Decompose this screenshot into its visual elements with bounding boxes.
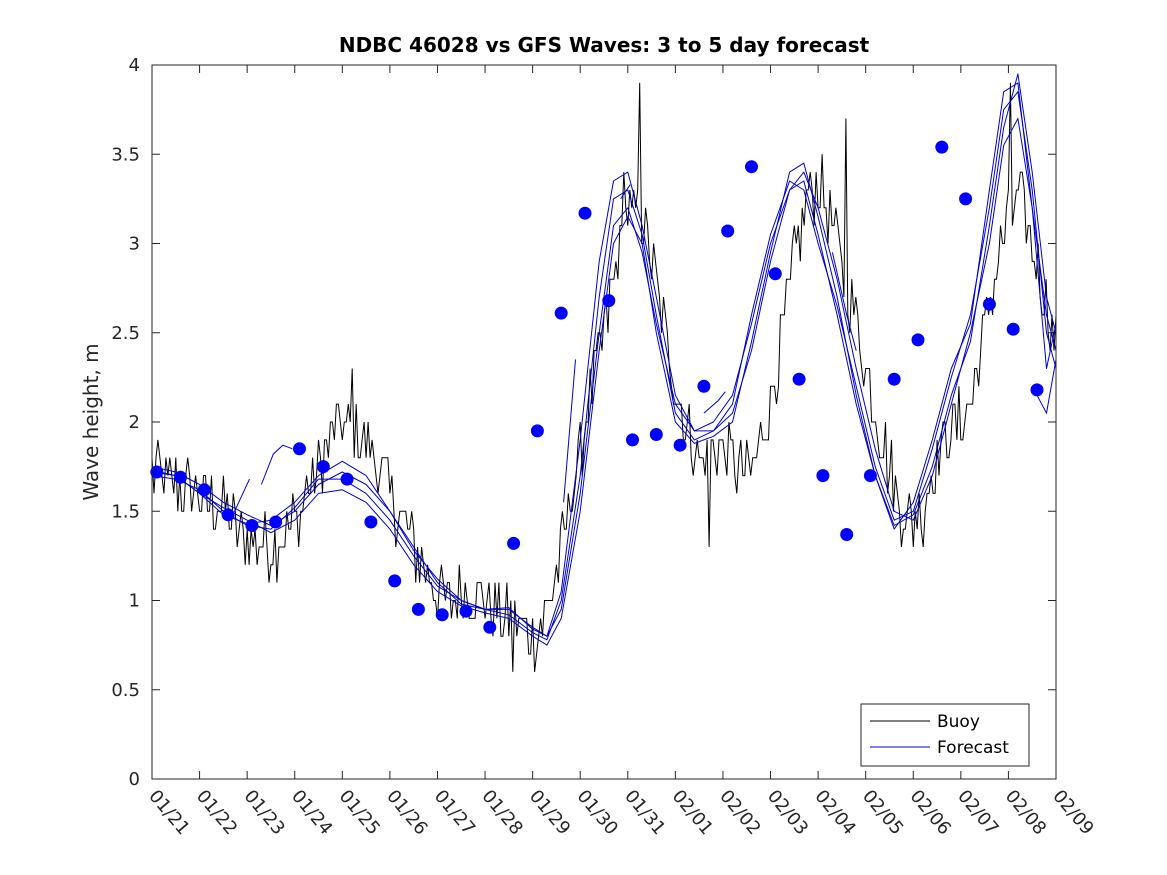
forecast-point (316, 460, 330, 474)
x-tick-label: 02/06 (906, 786, 955, 839)
x-tick-label: 02/05 (858, 786, 907, 839)
forecast-point (269, 515, 283, 529)
x-tick-label: 02/07 (953, 786, 1002, 839)
forecast-point (483, 620, 497, 634)
forecast-point (982, 297, 996, 311)
forecast-fragment (620, 184, 631, 200)
legend-buoy-label: Buoy (937, 712, 980, 732)
forecast-point (197, 483, 211, 497)
forecast-point (435, 608, 449, 622)
x-tick-labels: 01/2101/2201/2301/2401/2501/2601/2701/28… (144, 786, 1097, 839)
forecast-point (816, 469, 830, 483)
x-tick-label: 01/25 (335, 786, 384, 839)
forecast-point (530, 424, 544, 438)
forecast-point (388, 574, 402, 588)
forecast-point (174, 470, 187, 484)
forecast-point (840, 528, 854, 541)
x-tick-label: 01/24 (287, 786, 336, 839)
forecast-point (935, 140, 949, 154)
forecast-series (151, 73, 1057, 646)
x-tick-label: 01/27 (430, 786, 479, 839)
x-tick-label: 01/30 (573, 786, 622, 839)
forecast-line (151, 82, 1057, 637)
forecast-point (863, 469, 877, 483)
forecast-point (340, 472, 354, 486)
forecast-point (721, 224, 735, 238)
forecast-point (1006, 322, 1020, 336)
chart-title: NDBC 46028 vs GFS Waves: 3 to 5 day fore… (339, 33, 870, 57)
y-tick-label: 2.5 (111, 323, 140, 344)
y-tick-label: 2 (129, 412, 140, 433)
y-tick-label: 1.5 (111, 501, 140, 522)
x-tick-label: 02/03 (763, 786, 812, 839)
forecast-fragment (831, 252, 857, 351)
forecast-point (554, 306, 568, 320)
legend: Buoy Forecast (860, 703, 1030, 767)
x-tick-label: 02/01 (668, 786, 717, 839)
x-tick-label: 02/08 (1001, 786, 1050, 839)
forecast-point (792, 372, 806, 386)
y-tick-label: 3 (129, 234, 140, 255)
x-tick-label: 01/23 (239, 786, 288, 839)
forecast-fragment (563, 359, 576, 503)
x-tick-label: 01/26 (382, 786, 431, 839)
forecast-point (1030, 383, 1044, 397)
forecast-point (911, 333, 925, 347)
forecast-line (151, 91, 1057, 641)
x-tick-label: 02/04 (810, 786, 859, 839)
x-tick-label: 01/21 (144, 786, 193, 839)
forecast-point (959, 192, 973, 206)
y-tick-labels: 0 0.5 1 1.5 2 2.5 3 3.5 4 (111, 55, 140, 790)
forecast-point (245, 519, 259, 532)
forecast-point (887, 372, 901, 386)
x-tick-label: 01/31 (620, 786, 669, 839)
forecast-point (459, 604, 473, 618)
forecast-point (673, 438, 687, 452)
x-tick-label: 01/29 (525, 786, 574, 839)
forecast-line (151, 73, 1057, 646)
forecast-fragment (260, 444, 293, 485)
plot-area (152, 65, 1056, 779)
forecast-point (364, 515, 378, 529)
forecast-point (697, 379, 711, 393)
y-tick-label: 0 (129, 769, 140, 790)
forecast-point (602, 294, 616, 308)
y-tick-label: 0.5 (111, 680, 140, 701)
y-tick-label: 1 (129, 591, 140, 612)
forecast-point (626, 433, 639, 447)
forecast-point (649, 428, 663, 441)
x-tick-label: 01/28 (477, 786, 526, 839)
x-tick-label: 01/22 (192, 786, 241, 839)
x-tick-label: 02/02 (715, 786, 764, 839)
legend-forecast-label: Forecast (937, 738, 1009, 758)
forecast-fragment (1036, 359, 1057, 415)
forecast-point (578, 206, 592, 220)
forecast-point (411, 602, 425, 616)
forecast-point (768, 267, 782, 281)
forecast-point (221, 508, 235, 522)
y-tick-label: 3.5 (111, 144, 140, 165)
forecast-point (293, 442, 306, 456)
forecast-points (150, 140, 1044, 634)
forecast-point (745, 160, 758, 174)
x-tick-label: 02/09 (1048, 786, 1097, 839)
forecast-fragment (703, 391, 726, 414)
plot-frame (151, 64, 1057, 780)
forecast-point (150, 465, 164, 479)
y-axis-label: Wave height, m (79, 343, 103, 500)
y-tick-label: 4 (129, 55, 140, 76)
legend-box (860, 703, 1030, 767)
forecast-point (507, 536, 521, 550)
